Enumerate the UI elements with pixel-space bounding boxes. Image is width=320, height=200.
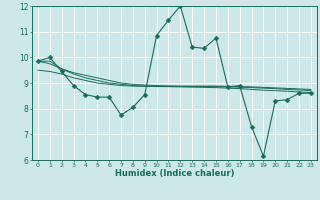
X-axis label: Humidex (Indice chaleur): Humidex (Indice chaleur)	[115, 169, 234, 178]
